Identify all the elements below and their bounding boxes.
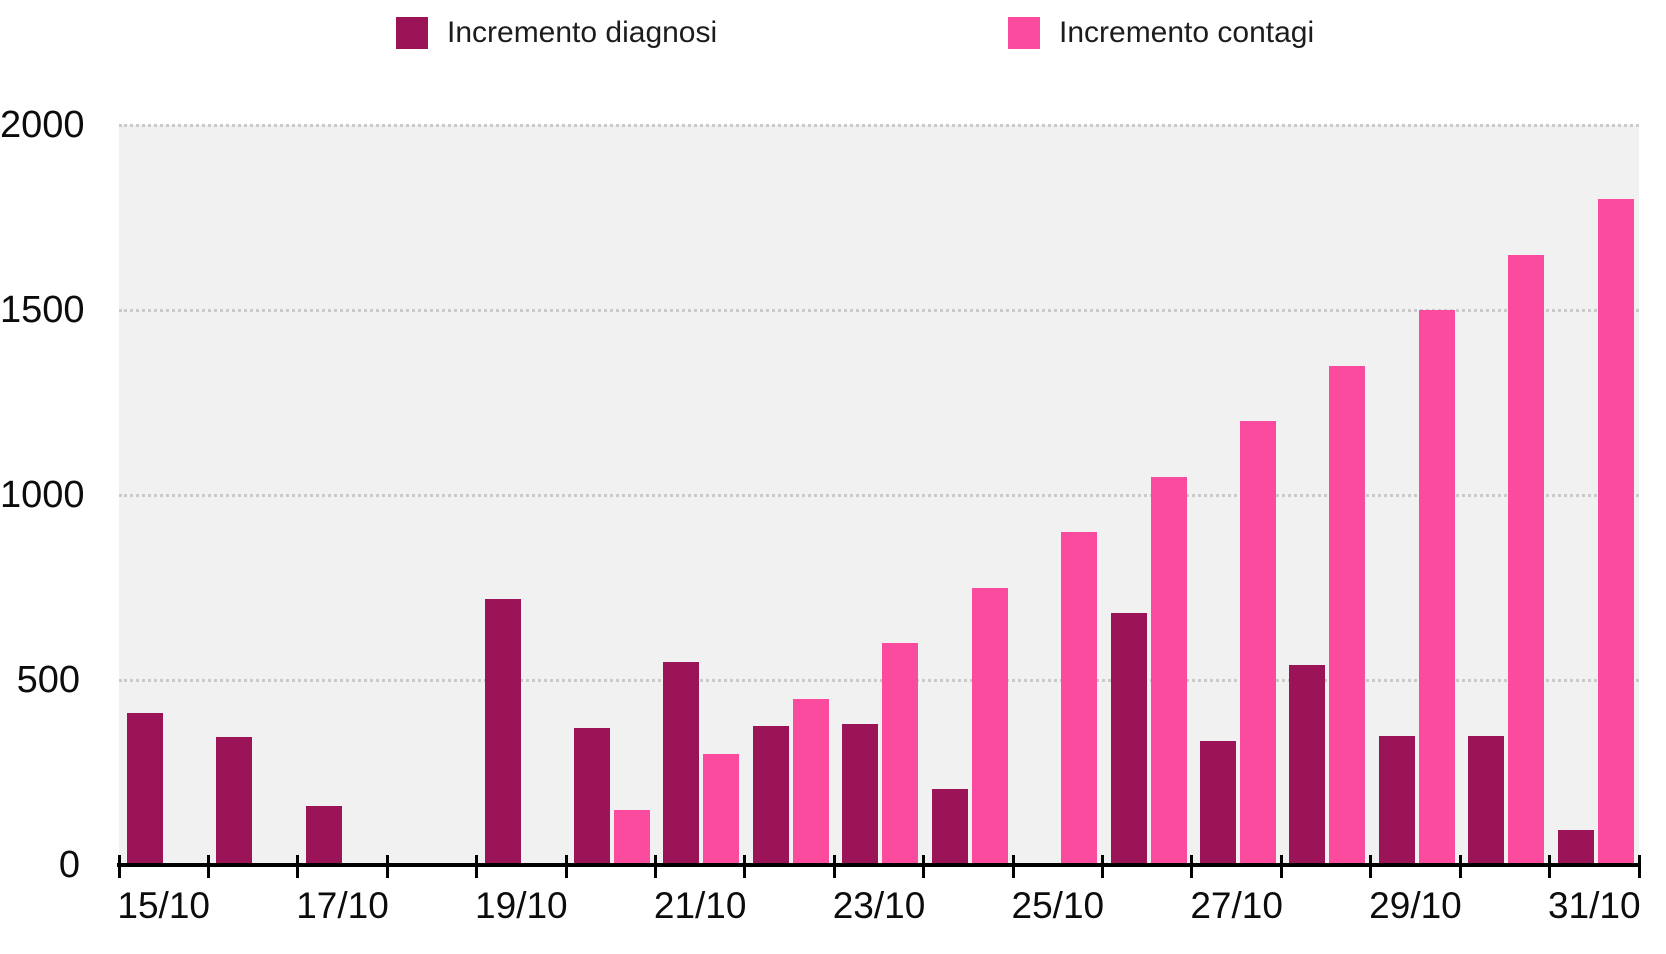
legend-item-contagi: Incremento contagi — [1008, 16, 1314, 50]
x-axis-line — [117, 863, 1641, 867]
x-axis-tick-label: 27/10 — [1190, 885, 1283, 926]
x-axis-tick — [1548, 855, 1552, 878]
x-axis-tick-label: 15/10 — [117, 885, 210, 926]
gridline-1000 — [119, 494, 1639, 497]
y-axis-tick-label: 2000 — [0, 104, 85, 146]
bar-diagnosi-15/10 — [127, 713, 163, 865]
x-axis-tick — [743, 855, 747, 878]
bar-diagnosi-16/10 — [216, 737, 253, 865]
x-axis-tick — [1011, 855, 1015, 878]
y-axis-tick-label: 1500 — [0, 289, 85, 331]
legend-label-contagi: Incremento contagi — [1059, 16, 1315, 49]
bar-diagnosi-22/10 — [752, 726, 789, 865]
x-axis-tick-label: 21/10 — [653, 885, 747, 926]
bar-contagi-29/10 — [1418, 310, 1455, 865]
gridline-2000 — [119, 124, 1639, 127]
x-axis-tick-label: 25/10 — [1011, 885, 1105, 926]
bar-diagnosi-31/10 — [1557, 829, 1594, 865]
legend-swatch-contagi — [1008, 17, 1040, 49]
x-axis-tick — [922, 855, 926, 878]
x-axis-tick-label: 31/10 — [1547, 885, 1641, 926]
y-axis-tick-label: 1000 — [0, 474, 85, 516]
legend-item-diagnosi: Incremento diagnosi — [396, 16, 717, 50]
bar-diagnosi-30/10 — [1468, 735, 1505, 865]
y-axis-tick-label: 0 — [58, 844, 80, 886]
bar-diagnosi-26/10 — [1110, 613, 1147, 865]
x-axis-tick — [1458, 855, 1462, 878]
bar-diagnosi-19/10 — [484, 598, 521, 865]
x-axis-tick — [475, 855, 479, 878]
x-axis-tick — [1279, 855, 1283, 878]
x-axis-tick — [653, 855, 657, 878]
bar-contagi-27/10 — [1239, 421, 1276, 865]
bar-contagi-31/10 — [1597, 199, 1634, 865]
bar-contagi-21/10 — [703, 754, 740, 865]
x-axis-tick-label: 19/10 — [475, 885, 568, 926]
bar-diagnosi-20/10 — [574, 728, 611, 865]
bar-diagnosi-23/10 — [842, 724, 879, 865]
bar-diagnosi-21/10 — [663, 661, 700, 865]
gridline-1500 — [119, 309, 1639, 312]
x-axis-tick-label: 29/10 — [1369, 885, 1462, 926]
x-axis-tick — [1637, 855, 1641, 878]
bar-diagnosi-28/10 — [1289, 665, 1326, 865]
bar-contagi-26/10 — [1150, 476, 1187, 865]
bar-contagi-24/10 — [971, 587, 1008, 865]
x-axis-tick — [1369, 855, 1373, 878]
gridline-500 — [119, 679, 1639, 682]
x-axis-tick — [1190, 855, 1194, 878]
x-axis-tick — [564, 855, 568, 878]
bar-contagi-28/10 — [1329, 365, 1366, 865]
legend-label-diagnosi: Incremento diagnosi — [447, 16, 718, 49]
x-axis-tick — [117, 855, 121, 878]
x-axis-tick-label: 17/10 — [296, 885, 389, 926]
bar-diagnosi-27/10 — [1199, 741, 1236, 865]
x-axis-tick — [206, 855, 210, 878]
bar-diagnosi-17/10 — [305, 805, 342, 865]
x-axis-tick — [832, 855, 836, 878]
bar-contagi-25/10 — [1061, 532, 1098, 865]
x-axis-tick — [385, 855, 389, 878]
y-axis-tick-label: 500 — [16, 659, 80, 701]
bar-diagnosi-29/10 — [1378, 735, 1415, 865]
x-axis-tick-label: 23/10 — [832, 885, 926, 926]
bar-contagi-20/10 — [614, 809, 651, 865]
legend-swatch-diagnosi — [396, 17, 428, 49]
x-axis-tick — [296, 855, 300, 878]
bar-contagi-22/10 — [792, 698, 829, 865]
bar-diagnosi-24/10 — [931, 789, 968, 865]
bar-contagi-30/10 — [1508, 254, 1545, 865]
x-axis-tick — [1101, 855, 1105, 878]
bar-contagi-23/10 — [882, 643, 919, 865]
